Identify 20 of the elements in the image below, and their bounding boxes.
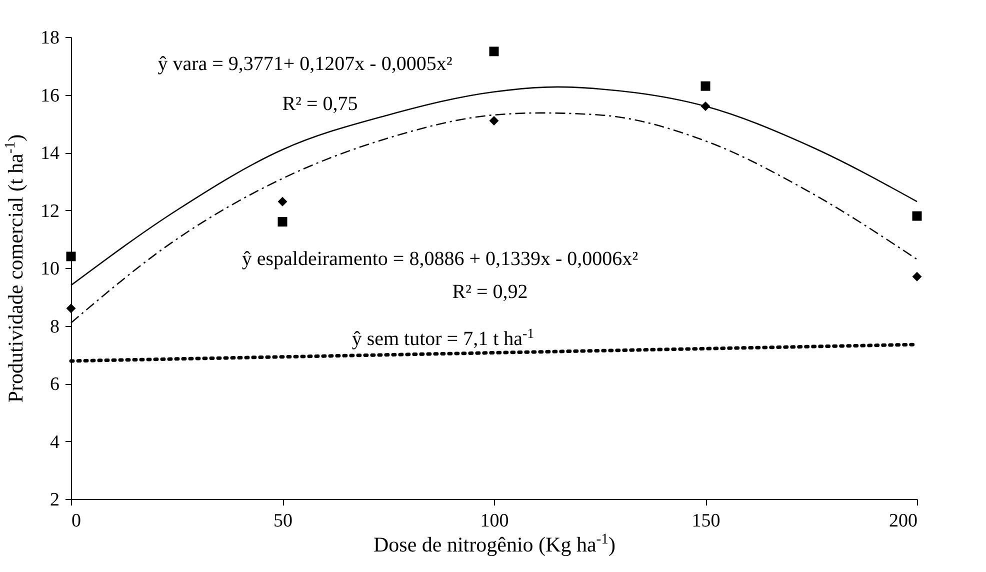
annotation: ŷ vara = 9,3771+ 0,1207x - 0,0005x² [158,53,452,75]
annotation: R² = 0,75 [282,93,358,115]
annotation: R² = 0,92 [452,281,528,303]
x-axis-title: Dose de nitrogênio (Kg ha$^{-1}$) [373,532,616,556]
y-tick-label: 4 [50,432,60,453]
x-tick-label: 0 [72,510,81,532]
annotation: ŷ sem tutor = 7,1 t ha$^{-1}$ [352,326,534,350]
y-tick-label: 6 [50,374,60,395]
y-tick-label: 18 [40,28,60,48]
annotation: ŷ espaldeiramento = 8,0886 + 0,1339x - 0,0006x² [242,248,638,270]
x-tick-label: 200 [889,510,918,532]
y-tick-label: 14 [40,143,60,164]
y-tick-label: 10 [40,258,60,280]
y-tick-label: 16 [40,85,60,106]
x-tick-label: 100 [480,510,509,532]
y-tick-label: 12 [40,200,60,222]
y-tick-label: 8 [50,316,60,338]
x-tick-label: 50 [274,510,292,532]
y-tick-label: 2 [50,490,60,510]
x-tick-label: 150 [692,510,720,532]
